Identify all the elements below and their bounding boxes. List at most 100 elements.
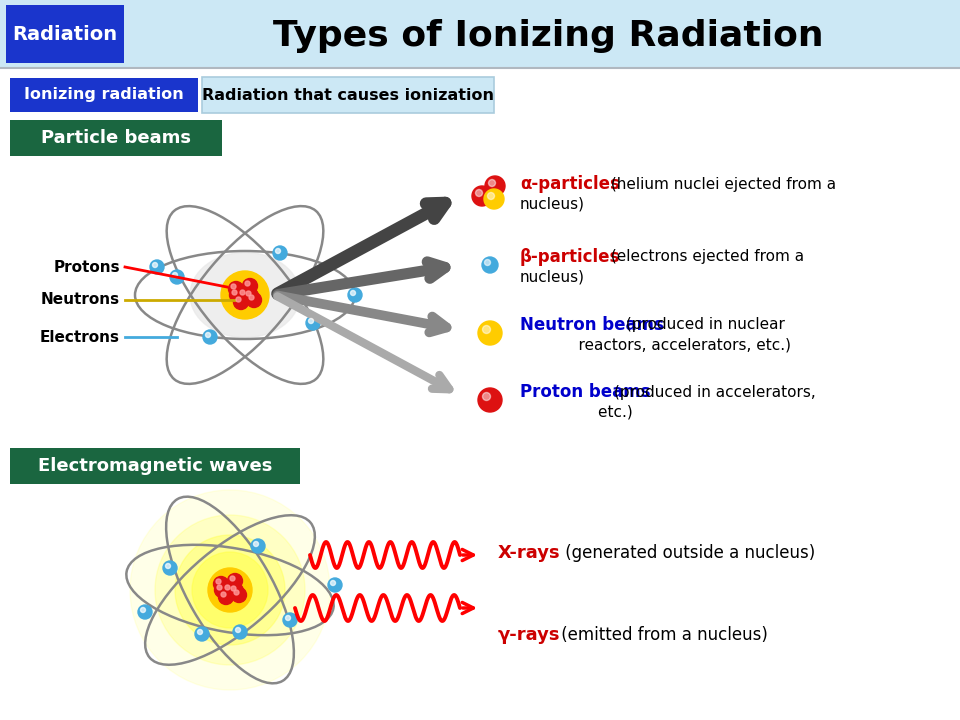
Circle shape — [247, 292, 261, 307]
Circle shape — [285, 616, 291, 621]
Circle shape — [253, 541, 258, 546]
Circle shape — [308, 318, 314, 323]
Circle shape — [328, 578, 342, 592]
FancyBboxPatch shape — [0, 0, 960, 68]
Circle shape — [483, 392, 491, 400]
Circle shape — [221, 271, 269, 319]
Circle shape — [245, 281, 250, 286]
Circle shape — [482, 257, 498, 273]
Circle shape — [230, 576, 235, 581]
Circle shape — [170, 270, 184, 284]
Circle shape — [350, 290, 355, 295]
Circle shape — [475, 189, 483, 197]
Circle shape — [217, 585, 222, 590]
Circle shape — [221, 592, 226, 597]
Circle shape — [228, 583, 244, 598]
Text: Ionizing radiation: Ionizing radiation — [24, 88, 184, 102]
Ellipse shape — [190, 253, 300, 338]
Circle shape — [213, 577, 228, 592]
Circle shape — [234, 590, 239, 595]
Circle shape — [251, 539, 265, 553]
Circle shape — [348, 288, 362, 302]
FancyBboxPatch shape — [6, 5, 124, 63]
Circle shape — [203, 330, 217, 344]
Circle shape — [478, 388, 502, 412]
Circle shape — [228, 574, 243, 588]
Circle shape — [485, 259, 491, 266]
Text: Types of Ionizing Radiation: Types of Ionizing Radiation — [273, 19, 824, 53]
Text: Radiation that causes ionization: Radiation that causes ionization — [202, 88, 494, 102]
FancyBboxPatch shape — [10, 78, 198, 112]
Text: Particle beams: Particle beams — [41, 129, 191, 147]
Circle shape — [163, 561, 177, 575]
FancyBboxPatch shape — [10, 448, 300, 484]
Circle shape — [276, 248, 280, 253]
Circle shape — [198, 629, 203, 634]
Text: Electrons: Electrons — [40, 330, 120, 344]
Text: nucleus): nucleus) — [520, 197, 585, 212]
Circle shape — [232, 290, 237, 295]
Circle shape — [231, 284, 236, 289]
Text: γ-rays: γ-rays — [498, 626, 561, 644]
Text: (generated outside a nucleus): (generated outside a nucleus) — [560, 544, 815, 562]
FancyBboxPatch shape — [202, 77, 494, 113]
Text: (helium nuclei ejected from a: (helium nuclei ejected from a — [606, 176, 836, 192]
Circle shape — [231, 588, 247, 603]
Circle shape — [175, 535, 285, 645]
Text: (produced in nuclear: (produced in nuclear — [621, 318, 785, 333]
Circle shape — [330, 580, 335, 585]
FancyBboxPatch shape — [10, 120, 222, 156]
Text: reactors, accelerators, etc.): reactors, accelerators, etc.) — [520, 338, 791, 353]
Text: Neutrons: Neutrons — [41, 292, 120, 307]
Circle shape — [249, 295, 254, 300]
Text: Neutron beams: Neutron beams — [520, 316, 664, 334]
Circle shape — [484, 189, 504, 209]
Circle shape — [236, 297, 241, 302]
Circle shape — [472, 186, 492, 206]
Circle shape — [283, 613, 297, 627]
Circle shape — [485, 176, 505, 196]
Text: α-particles: α-particles — [520, 175, 620, 193]
Text: Electromagnetic waves: Electromagnetic waves — [37, 457, 273, 475]
Circle shape — [150, 260, 164, 274]
Circle shape — [219, 590, 233, 605]
Circle shape — [243, 279, 257, 294]
Circle shape — [488, 192, 494, 199]
Text: Proton beams: Proton beams — [520, 383, 651, 401]
Circle shape — [306, 316, 320, 330]
Circle shape — [138, 605, 152, 619]
Circle shape — [155, 515, 305, 665]
Circle shape — [153, 263, 157, 268]
Circle shape — [237, 287, 252, 302]
Text: Radiation: Radiation — [12, 24, 117, 43]
Circle shape — [208, 568, 252, 612]
Circle shape — [478, 321, 502, 345]
Circle shape — [229, 287, 245, 302]
Circle shape — [225, 585, 230, 590]
Text: (electrons ejected from a: (electrons ejected from a — [606, 250, 804, 264]
Text: β-particles: β-particles — [520, 248, 620, 266]
Circle shape — [233, 625, 247, 639]
Circle shape — [205, 333, 210, 338]
Circle shape — [244, 289, 258, 304]
Circle shape — [246, 291, 251, 296]
Circle shape — [173, 272, 178, 277]
Circle shape — [165, 564, 171, 569]
Circle shape — [228, 282, 244, 297]
Text: Protons: Protons — [54, 259, 120, 274]
Circle shape — [231, 586, 236, 591]
Circle shape — [216, 579, 221, 584]
Circle shape — [233, 294, 249, 310]
Circle shape — [192, 552, 268, 628]
Circle shape — [195, 627, 209, 641]
Text: X-rays: X-rays — [498, 544, 561, 562]
Circle shape — [489, 179, 495, 186]
Circle shape — [483, 325, 491, 333]
Circle shape — [214, 582, 229, 598]
Text: nucleus): nucleus) — [520, 269, 585, 284]
Text: (produced in accelerators,: (produced in accelerators, — [613, 384, 815, 400]
Circle shape — [140, 608, 146, 613]
Text: etc.): etc.) — [520, 405, 633, 420]
Circle shape — [240, 290, 245, 295]
Circle shape — [235, 628, 241, 632]
